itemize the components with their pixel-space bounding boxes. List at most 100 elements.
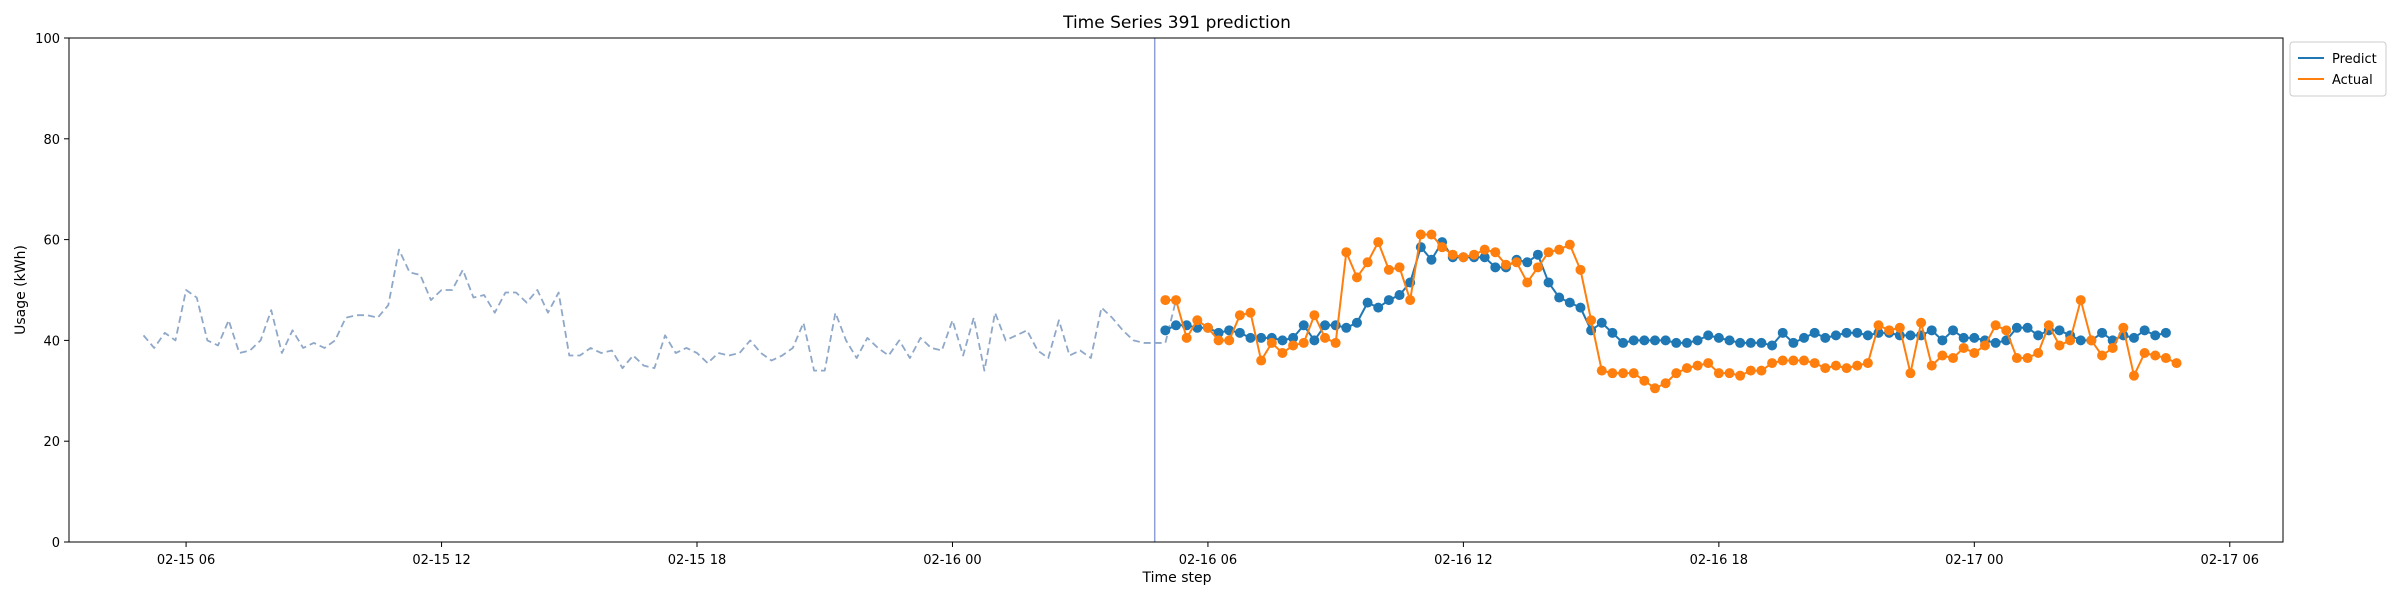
actual-point [1767,358,1778,369]
predict-point [1777,327,1788,338]
predict-point [2150,330,2161,341]
actual-point [1713,368,1724,379]
predict-point [1618,337,1629,348]
actual-point [1916,317,1927,328]
actual-point [2054,340,2065,351]
predict-point [1809,327,1820,338]
actual-point [1447,249,1458,260]
actual-point [1341,247,1352,258]
predict-point [1841,327,1852,338]
actual-point [2097,350,2108,361]
actual-point [1181,332,1192,343]
actual-point [1500,259,1511,270]
predict-point [1554,292,1565,303]
actual-point [2118,322,2129,333]
predict-point [1171,320,1181,331]
actual-point [1266,337,1277,348]
actual-point [2065,335,2076,346]
actual-point [1437,242,1448,253]
predict-point [1426,254,1437,265]
actual-point [1171,295,1181,306]
actual-point [1554,244,1565,255]
actual-point [1639,375,1650,386]
actual-point [1905,368,1916,379]
predict-point [1373,302,1384,313]
actual-point [2107,342,2118,353]
predict-point [1394,290,1405,301]
predict-point [1735,337,1746,348]
predict-point [1649,335,1660,346]
actual-point [1618,368,1629,379]
actual-point [1799,355,1810,366]
actual-point [1298,337,1309,348]
actual-point [1735,370,1746,381]
predict-point [1926,325,1937,336]
actual-point [1192,315,1203,326]
predict-point [1596,317,1607,328]
predict-point [1852,327,1863,338]
predict-point [1820,332,1831,343]
actual-point [1245,307,1256,318]
predict-point [1213,327,1224,338]
actual-point [1830,360,1841,371]
actual-point [1320,332,1331,343]
actual-point [1309,310,1320,321]
actual-point [1745,365,1756,376]
chart-title: Time Series 391 prediction [1062,13,1291,33]
actual-point [1596,365,1607,376]
actual-point [2139,348,2150,358]
actual-point [1649,383,1660,394]
predict-point [1756,337,1767,348]
predict-point [1362,297,1373,308]
x-tick-label: 02-15 18 [668,553,726,568]
actual-point [1841,363,1852,374]
actual-point [2022,353,2033,364]
predict-point [1532,249,1543,260]
actual-point [1692,360,1703,371]
predict-point [1245,332,1256,343]
actual-point [1926,360,1937,371]
actual-point [1564,239,1575,250]
actual-point [1458,252,1469,263]
actual-point [2128,370,2139,381]
x-tick-label: 02-16 12 [1434,553,1492,568]
predict-point [1713,332,1724,343]
actual-point [1277,348,1288,358]
predict-point [1745,337,1756,348]
legend-box [2289,41,2387,97]
actual-point [1873,320,1884,331]
actual-point [1351,272,1362,283]
predict-point [1479,252,1490,263]
predict-point [1660,335,1671,346]
predict-point [1703,330,1714,341]
predict-point [1543,277,1554,288]
actual-point [1490,247,1501,258]
actual-point [1937,350,1948,361]
actual-point [1958,342,1969,353]
y-tick-label: 60 [43,234,60,249]
predict-point [2160,327,2171,338]
predict-point [1905,330,1916,341]
actual-point [1405,295,1416,306]
predict-point [2022,322,2033,333]
predict-point [1799,332,1810,343]
predict-point [1958,332,1969,343]
actual-point [1373,237,1384,248]
actual-point [2075,295,2086,306]
y-tick-label: 100 [35,32,60,47]
actual-point [1532,262,1543,273]
actual-point [1362,257,1373,268]
predict-point [1522,257,1533,268]
predict-point [1575,302,1586,313]
predict-point [1341,322,1352,333]
y-tick-label: 0 [52,536,60,551]
actual-point [1628,368,1639,379]
predict-point [1969,332,1980,343]
actual-point [1522,277,1533,288]
predict-point [1639,335,1650,346]
actual-point [1575,264,1586,275]
actual-point [1234,310,1245,321]
x-tick-label: 02-15 12 [412,553,470,568]
y-axis: 0 20 40 60 80 100 [35,32,69,551]
predict-point [1948,325,1959,336]
